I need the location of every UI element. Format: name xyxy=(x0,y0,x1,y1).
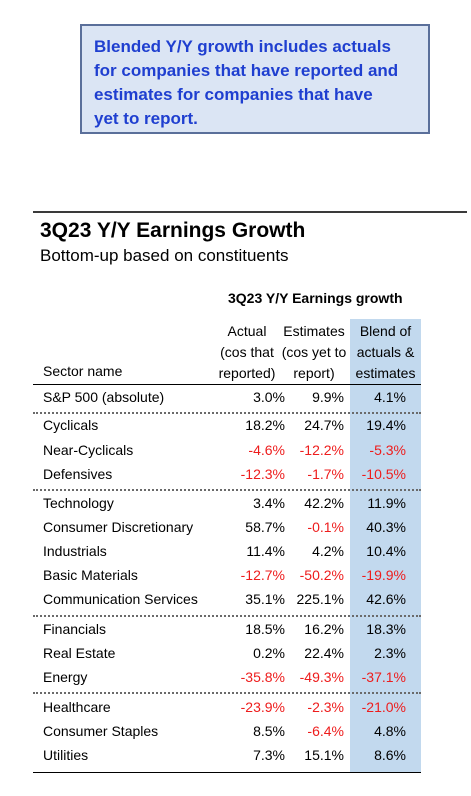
page-title: 3Q23 Y/Y Earnings Growth xyxy=(40,219,306,242)
group-divider xyxy=(33,692,421,694)
estimates-value-cell: 16.2% xyxy=(304,621,344,637)
table-row: Technology 3.4% 42.2% 11.9% xyxy=(43,492,421,516)
actual-value-cell: -4.6% xyxy=(248,442,285,458)
actual-value-cell: 35.1% xyxy=(245,591,285,607)
table-row: Healthcare -23.9% -2.3% -21.0% xyxy=(43,696,421,720)
page-subtitle: Bottom-up based on constituents xyxy=(40,246,289,265)
table-row: Cyclicals 18.2% 24.7% 19.4% xyxy=(43,414,421,438)
sector-name-cell: Cyclicals xyxy=(43,417,99,433)
actual-value-cell: -23.9% xyxy=(240,699,285,715)
sector-name-cell: Industrials xyxy=(43,543,107,559)
table-row: S&P 500 (absolute) 3.0% 9.9% 4.1% xyxy=(43,386,421,410)
actual-value-cell: 11.4% xyxy=(246,543,285,559)
estimates-value-cell: -2.3% xyxy=(307,699,344,715)
sector-name-cell: Financials xyxy=(43,621,107,637)
table-row: Utilities 7.3% 15.1% 8.6% xyxy=(43,744,421,768)
table-row: Communication Services 35.1% 225.1% 42.6% xyxy=(43,588,421,612)
actual-value-cell: -12.7% xyxy=(240,567,285,583)
header-actual: Actual (cos that reported) xyxy=(218,323,276,381)
blend-value-cell: 18.3% xyxy=(366,621,406,637)
actual-value-cell: 3.4% xyxy=(253,495,285,511)
table-title: 3Q23 Y/Y Earnings growth xyxy=(228,290,403,306)
estimates-value-cell: 42.2% xyxy=(304,495,344,511)
blend-value-cell: 4.1% xyxy=(374,389,406,405)
actual-value-cell: 3.0% xyxy=(253,389,285,405)
sector-name-cell: Technology xyxy=(43,495,114,511)
table-row: Consumer Staples 8.5% -6.4% 4.8% xyxy=(43,720,421,744)
header-blend: Blend of actuals & estimates xyxy=(355,323,416,381)
estimates-value-cell: -49.3% xyxy=(299,669,344,685)
table-bottom-rule xyxy=(33,772,421,773)
estimates-value-cell: 9.9% xyxy=(312,389,344,405)
actual-value-cell: -35.8% xyxy=(240,669,285,685)
header-estimates: Estimates (cos yet to report) xyxy=(281,323,347,381)
sector-name-cell: Consumer Discretionary xyxy=(43,519,194,535)
table-row: Near-Cyclicals -4.6% -12.2% -5.3% xyxy=(43,439,421,463)
actual-value-cell: 18.5% xyxy=(245,621,285,637)
table-row: Industrials 11.4% 4.2% 10.4% xyxy=(43,540,421,564)
blend-value-cell: 40.3% xyxy=(366,519,406,535)
sector-name-cell: Real Estate xyxy=(43,645,116,661)
blend-column-highlight xyxy=(350,319,421,772)
sector-name-cell: Communication Services xyxy=(43,591,198,607)
sector-name-cell: Defensives xyxy=(43,466,113,482)
estimates-value-cell: -50.2% xyxy=(299,567,344,583)
estimates-value-cell: 15.1% xyxy=(304,747,344,763)
blend-value-cell: 10.4% xyxy=(366,543,406,559)
table-row: Energy -35.8% -49.3% -37.1% xyxy=(43,666,421,690)
estimates-value-cell: -6.4% xyxy=(307,723,344,739)
sector-name-cell: Utilities xyxy=(43,747,89,763)
table-row: Basic Materials -12.7% -50.2% -19.9% xyxy=(43,564,421,588)
header-rule xyxy=(33,384,421,385)
group-divider xyxy=(33,412,421,414)
group-divider xyxy=(33,615,421,617)
sector-name-cell: Healthcare xyxy=(43,699,111,715)
header-sector-name: Sector name xyxy=(43,363,123,379)
blend-value-cell: -37.1% xyxy=(361,669,406,685)
actual-value-cell: 58.7% xyxy=(245,519,285,535)
blend-value-cell: 2.3% xyxy=(374,645,406,661)
blend-value-cell: -10.5% xyxy=(361,466,406,482)
blend-value-cell: -5.3% xyxy=(369,442,406,458)
actual-value-cell: 7.3% xyxy=(253,747,285,763)
blend-value-cell: 11.9% xyxy=(367,495,406,511)
sector-name-cell: S&P 500 (absolute) xyxy=(43,389,165,405)
estimates-value-cell: -1.7% xyxy=(307,466,344,482)
sector-name-cell: Energy xyxy=(43,669,88,685)
section-divider xyxy=(33,211,467,213)
table-row: Financials 18.5% 16.2% 18.3% xyxy=(43,618,421,642)
blended-growth-note: Blended Y/Y growth includes actuals for … xyxy=(80,24,430,134)
sector-name-cell: Near-Cyclicals xyxy=(43,442,134,458)
blend-value-cell: 42.6% xyxy=(366,591,406,607)
blend-value-cell: -21.0% xyxy=(361,699,406,715)
actual-value-cell: 8.5% xyxy=(253,723,285,739)
table-row: Defensives -12.3% -1.7% -10.5% xyxy=(43,463,421,487)
sector-name-cell: Basic Materials xyxy=(43,567,138,583)
table-row: Real Estate 0.2% 22.4% 2.3% xyxy=(43,642,421,666)
estimates-value-cell: -0.1% xyxy=(307,519,344,535)
actual-value-cell: -12.3% xyxy=(240,466,285,482)
table-row: Consumer Discretionary 58.7% -0.1% 40.3% xyxy=(43,516,421,540)
estimates-value-cell: 225.1% xyxy=(296,591,344,607)
estimates-value-cell: -12.2% xyxy=(299,442,344,458)
actual-value-cell: 18.2% xyxy=(245,417,285,433)
blend-value-cell: 4.8% xyxy=(374,723,406,739)
estimates-value-cell: 22.4% xyxy=(304,645,344,661)
sector-name-cell: Consumer Staples xyxy=(43,723,159,739)
blend-value-cell: -19.9% xyxy=(361,567,406,583)
estimates-value-cell: 24.7% xyxy=(304,417,344,433)
estimates-value-cell: 4.2% xyxy=(312,543,344,559)
actual-value-cell: 0.2% xyxy=(253,645,285,661)
blend-value-cell: 19.4% xyxy=(366,417,406,433)
group-divider xyxy=(33,489,421,491)
blend-value-cell: 8.6% xyxy=(374,747,406,763)
